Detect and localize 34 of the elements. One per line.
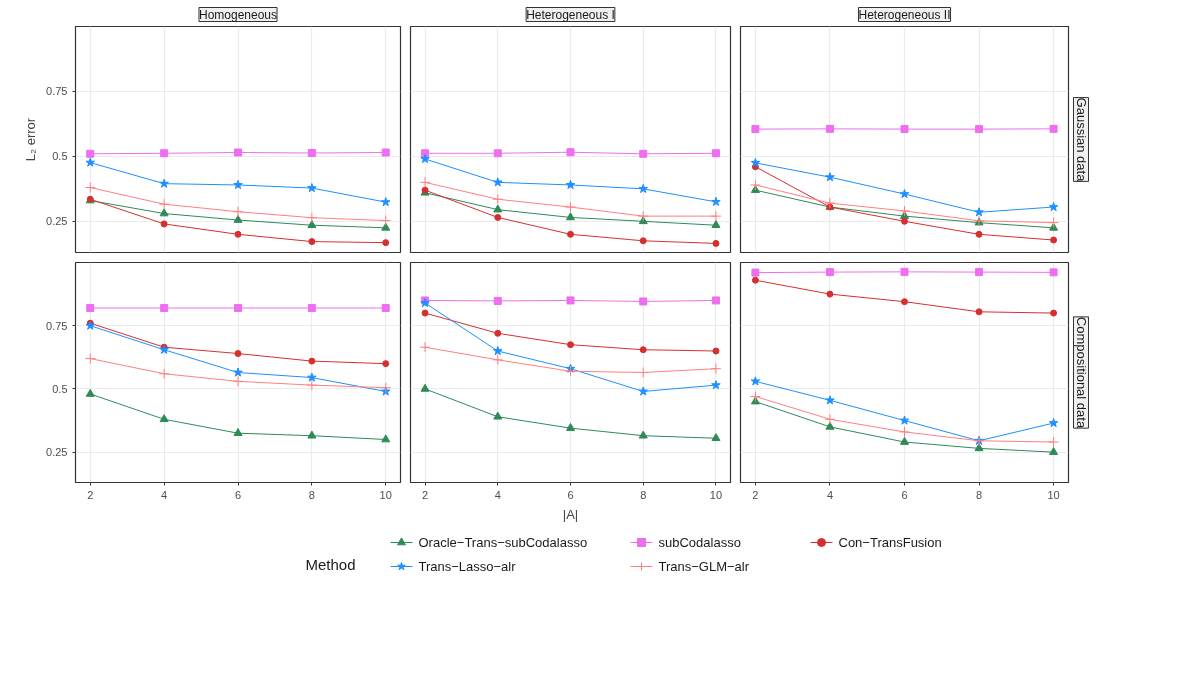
x-tick-label: 8 xyxy=(308,488,315,501)
y-tick-label: 0.25 xyxy=(46,446,68,459)
x-tick-label: 2 xyxy=(752,488,759,501)
x-tick-label: 6 xyxy=(234,488,242,501)
legend-label: Con−TransFusion xyxy=(838,535,942,550)
x-tick-label: 8 xyxy=(975,488,983,501)
y-tick-label: 0.75 xyxy=(46,85,68,98)
y-tick-label: 0.75 xyxy=(46,319,68,332)
y-tick-label: 0.25 xyxy=(46,215,68,228)
x-tick-label: 4 xyxy=(161,488,168,501)
x-tick-label: 6 xyxy=(901,488,908,501)
x-tick-label: 10 xyxy=(379,488,392,501)
text: Gaussian data xyxy=(1073,97,1089,183)
y-tick-label: 0.5 xyxy=(52,382,68,395)
x-tick-label: 8 xyxy=(640,488,647,501)
legend-label: Oracle−Trans−subCodalasso xyxy=(418,535,588,550)
chart-title: Heterogeneous I xyxy=(526,7,615,22)
x-tick-label: 4 xyxy=(826,488,834,501)
text: Compositional data xyxy=(1073,316,1089,429)
x-tick-label: 4 xyxy=(494,488,501,501)
x-tick-label: 2 xyxy=(421,488,429,501)
y-axis-title: L₂ error xyxy=(23,117,39,162)
x-axis-title: |A| xyxy=(562,506,579,522)
legend-label: subCodalasso xyxy=(658,535,741,550)
x-tick-label: 6 xyxy=(567,488,574,501)
x-tick-label: 10 xyxy=(709,488,723,501)
x-tick-label: 2 xyxy=(87,488,94,501)
x-tick-label: 10 xyxy=(1047,488,1060,501)
legend-title: Method xyxy=(305,556,356,573)
chart-title: Heterogeneous II xyxy=(858,7,951,22)
chart-title: Homogeneous xyxy=(198,7,278,22)
y-tick-label: 0.5 xyxy=(52,150,68,163)
legend-label: Trans−GLM−alr xyxy=(658,559,750,574)
legend-label: Trans−Lasso−alr xyxy=(418,559,517,574)
